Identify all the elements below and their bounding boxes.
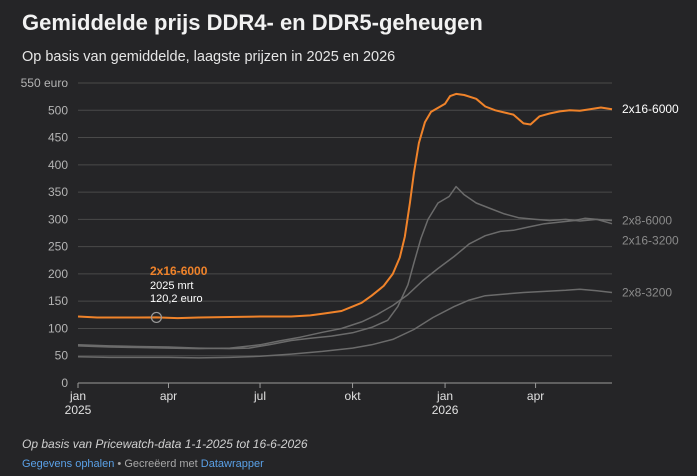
x-tick-label: jan <box>69 389 86 403</box>
chart-footer: Gegevens ophalen • Gecreëerd met Datawra… <box>22 458 264 470</box>
series-end-label: 2x8-3200 <box>622 285 672 299</box>
series-end-label: 2x8-6000 <box>622 213 672 227</box>
annotation-title: 2x16-6000 <box>150 264 208 278</box>
datawrapper-link[interactable]: Datawrapper <box>200 458 264 470</box>
y-tick-label: 100 <box>48 321 68 335</box>
annotation-marker <box>150 311 163 324</box>
series-line-2x8-3200 <box>77 288 613 359</box>
gridlines <box>78 82 612 384</box>
series-end-label: 2x16-3200 <box>622 233 679 247</box>
x-tick-label: jan <box>436 389 453 403</box>
y-tick-label: 500 <box>48 103 68 117</box>
series-line-2x16-3200 <box>77 217 613 350</box>
y-tick-label: 300 <box>48 212 68 226</box>
series-line-2x16-6000 <box>77 92 613 320</box>
y-axis-ticks: 0 50 100 150 200 250 300 350 400 450 500 550 euro <box>21 76 69 390</box>
footer-separator: • <box>117 458 122 470</box>
chart-title: Gemiddelde prijs DDR4- en DDR5-geheugen <box>22 10 483 35</box>
series-lines <box>77 92 613 359</box>
annotation-date: 2025 mrt <box>150 280 193 292</box>
x-tick-year-label: 2025 <box>65 403 92 417</box>
y-tick-label: 250 <box>48 240 68 254</box>
line-chart: 0 50 100 150 200 250 300 350 400 450 500 550 euro j… <box>21 76 679 417</box>
y-tick-label: 350 <box>48 185 68 199</box>
x-tick-label: apr <box>160 389 177 403</box>
get-data-link[interactable]: Gegevens ophalen <box>22 458 115 470</box>
y-tick-label: 450 <box>48 131 68 145</box>
x-tick-label: jul <box>253 389 266 403</box>
x-tick-label: apr <box>527 389 544 403</box>
chart-notes: Op basis van Pricewatch-data 1-1-2025 to… <box>22 437 308 451</box>
y-tick-label: 200 <box>48 267 68 281</box>
series-end-label: 2x16-6000 <box>622 102 679 116</box>
series-line-2x8-6000 <box>77 185 613 350</box>
chart-subtitle: Op basis van gemiddelde, laagste prijzen… <box>22 49 396 65</box>
y-tick-label: 400 <box>48 158 68 172</box>
y-tick-label: 50 <box>55 349 69 363</box>
x-tick-year-label: 2026 <box>432 403 459 417</box>
created-with-text: Gecreëerd met <box>124 458 198 470</box>
annotation-value: 120,2 euro <box>150 293 203 305</box>
y-tick-label: 150 <box>48 294 68 308</box>
series-end-labels: 2x8-6000 2x16-3200 2x8-3200 2x16-6000 <box>622 102 679 299</box>
y-tick-label: 0 <box>61 376 68 390</box>
y-tick-label: 550 euro <box>21 76 69 90</box>
x-tick-label: okt <box>345 389 362 403</box>
